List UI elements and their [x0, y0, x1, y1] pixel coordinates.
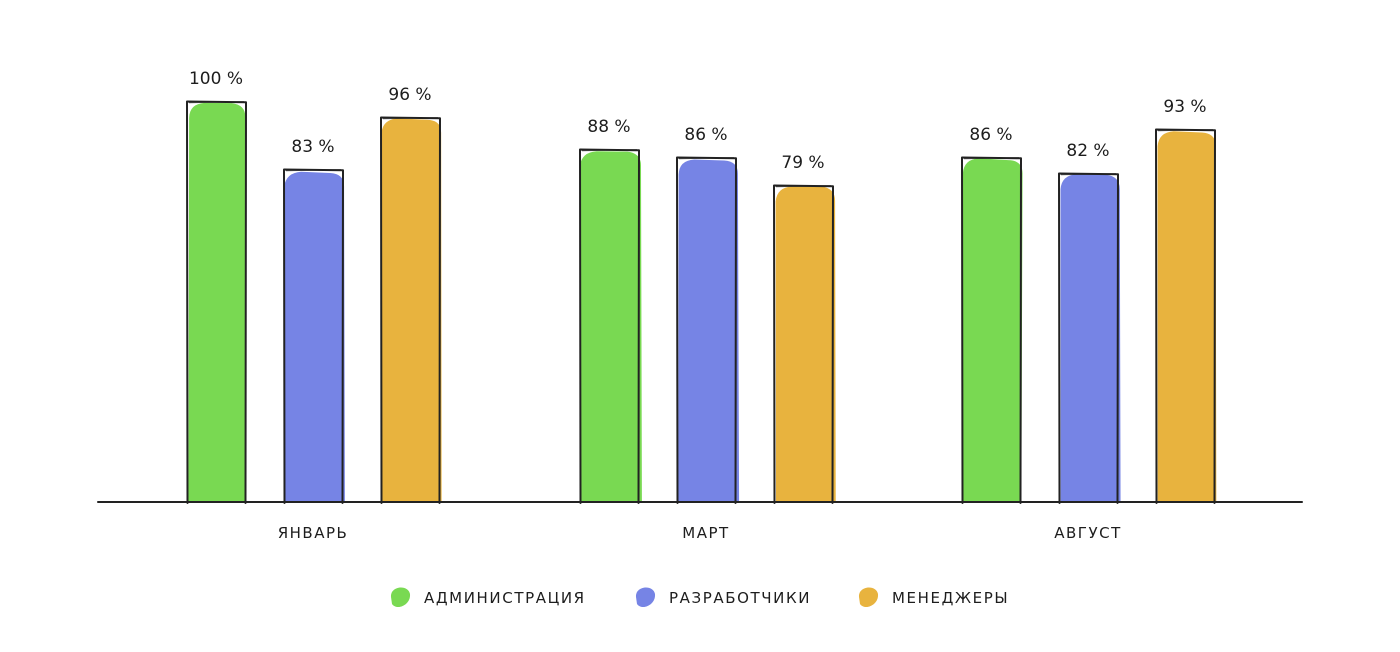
bar-outline-sketch-1-2: [581, 149, 638, 152]
legend-swatch-3: [858, 587, 879, 608]
bar-fill-1-3: [962, 158, 1023, 502]
legend-label-2: РАЗРАБОТЧИКИ: [669, 589, 811, 607]
value-label-3-3: 93 %: [1163, 97, 1206, 117]
value-label-1-2: 88 %: [587, 117, 630, 137]
legend-item-2: РАЗРАБОТЧИКИ: [635, 587, 811, 608]
legend-item-3: МЕНЕДЖЕРЫ: [858, 587, 1009, 608]
bar-fill-2-1: [284, 171, 345, 502]
bar-outline-sketch-2-3: [1060, 173, 1117, 176]
bar-outline-sketch-3-1: [382, 117, 439, 120]
value-label-2-2: 86 %: [684, 125, 727, 145]
bar-fill-1-1: [188, 102, 246, 503]
value-label-1-1: 100 %: [189, 69, 243, 89]
bar-outline-sketch-2-2: [678, 157, 735, 160]
legend-swatch-1: [390, 587, 411, 608]
bar-fill-3-1: [381, 118, 442, 503]
bar-fill-3-2: [775, 186, 836, 502]
bar-outline-sketch-2-1: [285, 169, 342, 172]
bar-fill-3-3: [1157, 131, 1217, 502]
bars-layer: [186, 100, 1217, 504]
category-label-1: ЯНВАРЬ: [278, 524, 349, 542]
value-label-1-3: 86 %: [969, 125, 1012, 145]
category-labels-layer: ЯНВАРЬ МАРТ АВГУСТ: [278, 524, 1121, 542]
legend-item-1: АДМИНИСТРАЦИЯ: [390, 587, 586, 608]
bar-outline-sketch-3-3: [1157, 129, 1214, 132]
value-label-3-1: 96 %: [388, 85, 431, 105]
legend-swatch-2: [635, 587, 656, 608]
bar-outline-sketch-1-1: [188, 101, 245, 104]
bar-outline-sketch-3-2: [775, 185, 832, 188]
value-label-2-1: 83 %: [291, 137, 334, 157]
value-labels-layer: 100 % 88 % 86 % 83 % 86 % 82 % 96 % 79 % 93 %: [189, 69, 1207, 173]
category-label-2: МАРТ: [682, 524, 729, 542]
bar-fill-2-3: [1060, 174, 1121, 503]
legend-label-3: МЕНЕДЖЕРЫ: [892, 589, 1009, 607]
bar-fill-1-2: [579, 151, 642, 502]
bar-outline-sketch-1-3: [963, 157, 1020, 160]
value-label-2-3: 82 %: [1066, 141, 1109, 161]
legend-label-1: АДМИНИСТРАЦИЯ: [424, 589, 586, 607]
category-label-3: АВГУСТ: [1054, 524, 1121, 542]
bar-fill-2-2: [678, 159, 740, 502]
legend: АДМИНИСТРАЦИЯ РАЗРАБОТЧИКИ МЕНЕДЖЕРЫ: [390, 587, 1009, 608]
value-label-3-2: 79 %: [781, 153, 824, 173]
